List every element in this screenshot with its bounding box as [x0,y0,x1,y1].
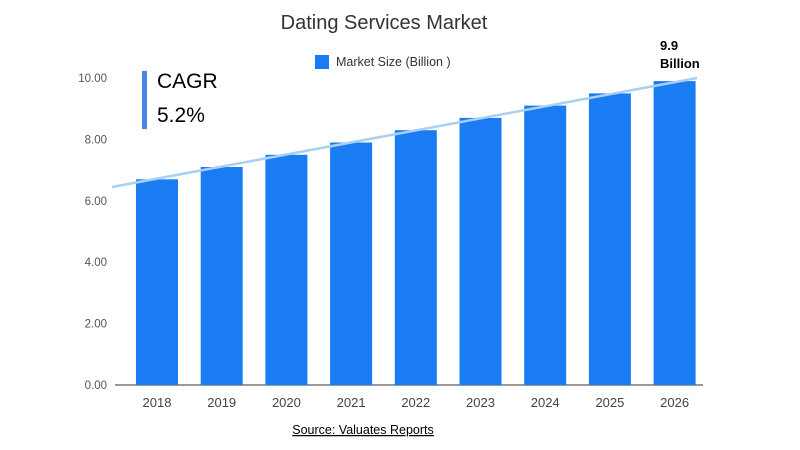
bar-2022 [394,130,437,385]
x-tick-label: 2023 [466,395,495,410]
x-tick-label: 2022 [401,395,430,410]
bar-2019 [200,167,243,385]
bar-2020 [265,154,308,386]
x-tick-label: 2019 [207,395,236,410]
trend-line [111,76,698,189]
legend: Market Size (Billion ) [315,55,451,69]
x-tick-label: 2025 [595,395,624,410]
legend-label: Market Size (Billion ) [336,55,451,69]
y-tick-label: 10.00 [78,73,107,85]
bars [136,81,696,386]
y-tick-label: 4.00 [85,257,107,269]
y-tick-label: 2.00 [85,319,107,331]
x-axis-tick-labels: 2018 2019 2020 2021 2022 2023 2024 2025 2026 [143,395,690,410]
bar-2026 [653,81,696,385]
x-tick-label: 2026 [660,395,689,410]
y-axis-tick-labels: 0.00 2.00 4.00 6.00 8.00 10.00 [78,73,107,392]
cagr-marker-bar [142,71,147,129]
source-label: Source: Valuates Reports [292,423,434,437]
y-tick-label: 0.00 [85,380,107,392]
x-tick-label: 2021 [337,395,366,410]
last-value-annotation-line2: Billion [660,56,700,71]
x-tick-label: 2018 [143,395,172,410]
x-tick-label: 2020 [272,395,301,410]
cagr-label: CAGR [157,70,218,93]
y-tick-label: 6.00 [85,196,107,208]
bar-2021 [330,142,373,385]
y-tick-label: 8.00 [85,134,107,146]
bar-2025 [588,93,631,386]
bar-2018 [136,179,178,385]
bar-2023 [459,117,502,386]
cagr-value: 5.2% [157,104,205,127]
last-value-annotation-line1: 9.9 [660,38,678,53]
bar-2024 [524,105,567,385]
chart-title: Dating Services Market [281,12,488,34]
legend-swatch [315,55,329,69]
x-tick-label: 2024 [531,395,560,410]
